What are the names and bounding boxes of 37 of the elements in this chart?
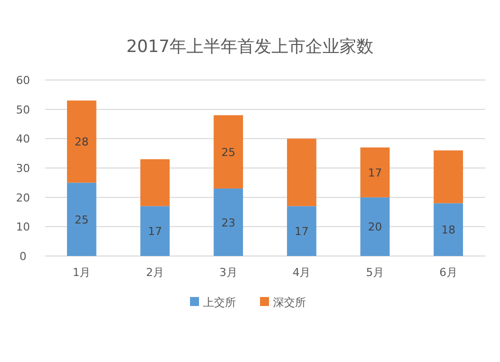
bar [140, 206, 170, 256]
data-label: 28 [74, 136, 89, 149]
y-tick-label: 60 [16, 74, 30, 87]
y-tick-label: 10 [16, 220, 30, 234]
x-tick-label: 4月 [292, 266, 311, 279]
data-label: 17 [368, 166, 382, 180]
data-label: 23 [221, 216, 236, 230]
bar [67, 100, 96, 183]
data-label: 17 [294, 225, 309, 238]
x-tick-label: 3月 [219, 266, 238, 279]
y-tick-label: 40 [16, 132, 30, 146]
y-tick-label: 20 [16, 191, 30, 204]
bar [214, 115, 243, 189]
data-label: 25 [221, 146, 236, 159]
bar [67, 182, 96, 256]
bar [287, 206, 316, 256]
legend-label: 深交所 [273, 296, 306, 309]
legend-label: 上交所 [203, 296, 236, 309]
chart-title: 2017年上半年首发上市企业家数 [126, 37, 374, 57]
data-label: 20 [368, 220, 382, 234]
bar [287, 138, 316, 206]
bar [140, 159, 170, 206]
bar [214, 188, 243, 256]
bar [434, 150, 463, 204]
bar [360, 147, 390, 198]
data-label: 18 [441, 224, 456, 237]
x-tick-label: 1月 [72, 266, 91, 279]
x-tick-label: 2月 [146, 266, 164, 279]
x-tick-label: 5月 [366, 266, 384, 279]
data-label: 17 [148, 225, 162, 238]
x-tick-label: 6月 [439, 266, 458, 279]
y-tick-label: 30 [16, 162, 30, 175]
data-label: 25 [74, 213, 89, 226]
bar [360, 197, 390, 256]
y-tick-label: 50 [16, 103, 30, 116]
y-tick-label: 0 [20, 250, 26, 263]
bar [434, 203, 463, 256]
